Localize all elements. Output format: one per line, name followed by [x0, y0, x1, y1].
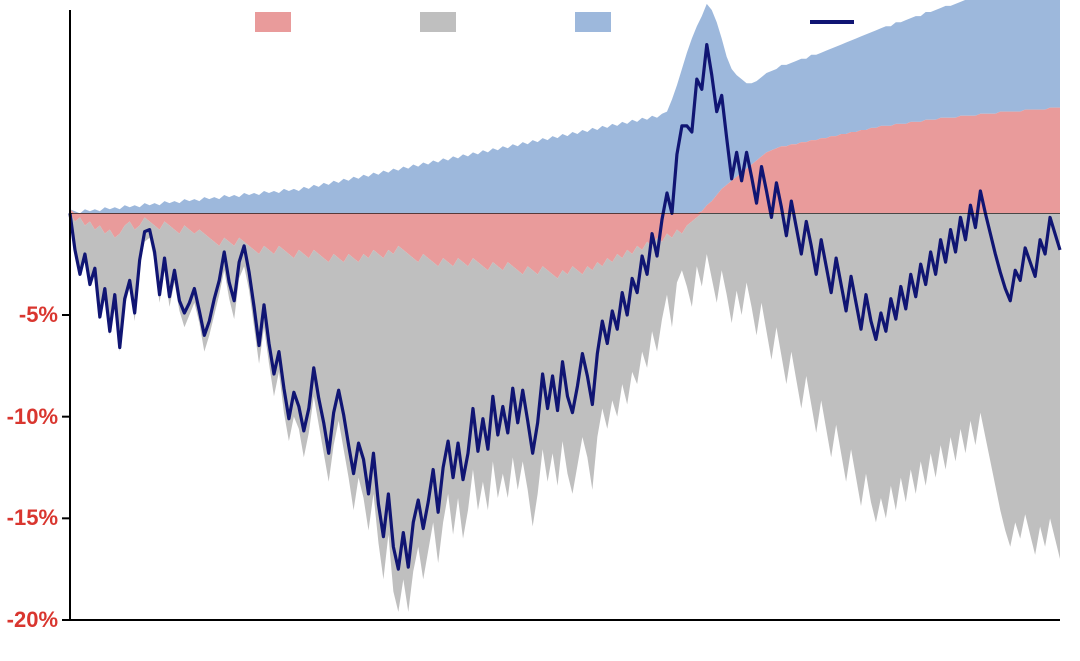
- legend: [120, 6, 1040, 42]
- y-tick-label: -5%: [19, 302, 58, 328]
- legend-swatch-red: [255, 12, 291, 32]
- y-tick-label: -15%: [7, 505, 58, 531]
- decomposition-chart: { "chart": { "type": "stacked-area-with-…: [0, 0, 1080, 661]
- chart-svg: [0, 0, 1080, 661]
- legend-swatch-blue: [575, 12, 611, 32]
- y-tick-label: -20%: [7, 607, 58, 633]
- y-tick-label: -10%: [7, 404, 58, 430]
- legend-swatch-line: [810, 20, 854, 24]
- legend-swatch-grey: [420, 12, 456, 32]
